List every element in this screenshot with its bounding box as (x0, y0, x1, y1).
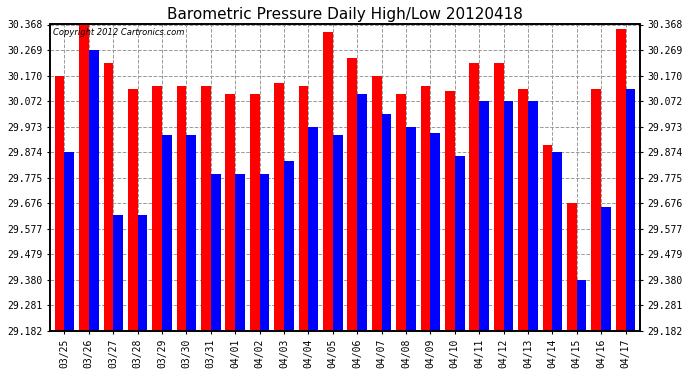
Bar (299, 86, 308, 331)
Bar (323, 32, 333, 331)
Bar (259, 174, 269, 331)
Bar (64, 152, 75, 331)
Bar (79, 24, 89, 331)
Bar (431, 132, 440, 331)
Bar (308, 127, 318, 331)
Bar (357, 94, 367, 331)
Bar (553, 152, 562, 331)
Bar (201, 86, 211, 331)
Bar (162, 135, 172, 331)
Bar (469, 63, 479, 331)
Bar (226, 94, 235, 331)
Bar (421, 86, 431, 331)
Bar (626, 88, 635, 331)
Bar (542, 146, 553, 331)
Title: Barometric Pressure Daily High/Low 20120418: Barometric Pressure Daily High/Low 20120… (167, 7, 523, 22)
Bar (528, 101, 538, 331)
Bar (396, 94, 406, 331)
Bar (137, 215, 148, 331)
Bar (152, 86, 162, 331)
Bar (128, 88, 137, 331)
Bar (104, 63, 113, 331)
Bar (372, 76, 382, 331)
Bar (494, 63, 504, 331)
Bar (284, 161, 294, 331)
Bar (406, 127, 416, 331)
Bar (250, 94, 259, 331)
Bar (567, 203, 577, 331)
Text: Copyright 2012 Cartronics.com: Copyright 2012 Cartronics.com (52, 28, 184, 37)
Bar (518, 88, 528, 331)
Bar (591, 88, 601, 331)
Bar (504, 101, 513, 331)
Bar (577, 280, 586, 331)
Bar (382, 114, 391, 331)
Bar (89, 50, 99, 331)
Bar (348, 58, 357, 331)
Bar (445, 91, 455, 331)
Bar (333, 135, 342, 331)
Bar (479, 101, 489, 331)
Bar (211, 174, 221, 331)
Bar (235, 174, 245, 331)
Bar (113, 215, 123, 331)
Bar (55, 76, 64, 331)
Bar (455, 156, 464, 331)
Bar (601, 207, 611, 331)
Bar (177, 86, 186, 331)
Bar (186, 135, 196, 331)
Bar (274, 83, 284, 331)
Bar (615, 29, 626, 331)
